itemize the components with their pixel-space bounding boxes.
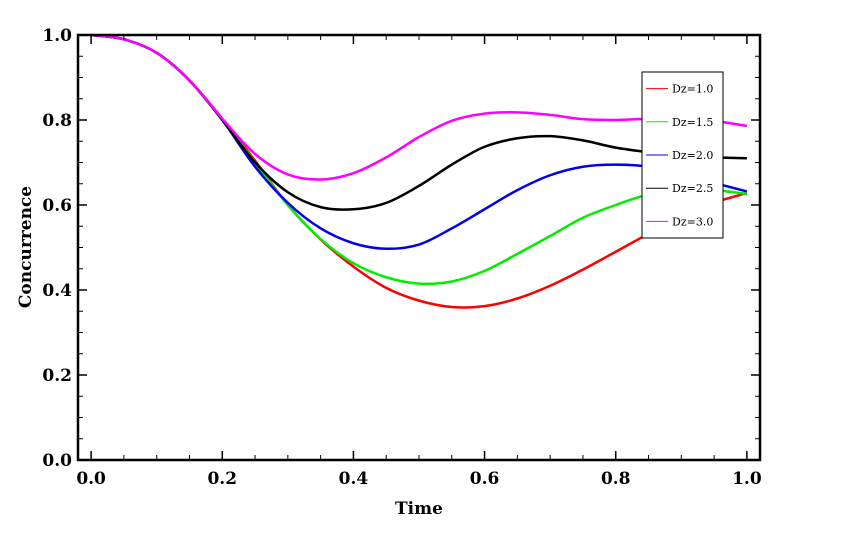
y-tick-label: 0.4 [42,281,72,301]
y-tick-label: 0.0 [42,451,72,471]
series-line [90,33,748,181]
y-tick-label: 1.0 [42,26,72,46]
legend-label: Dz=2.5 [672,182,713,195]
x-axis-title: Time [395,499,443,519]
legend: Dz=1.0 Dz=1.5 Dz=2.0 Dz=2.5 Dz=3.0 [641,71,724,239]
y-tick-label: 0.6 [42,196,72,216]
series-lines [90,33,748,309]
y-tick-label: 0.8 [42,111,72,131]
x-tick-label: 0.4 [339,469,369,489]
axis-ticks: 0.0 0.2 0.4 0.6 0.8 1.0 0.0 0.2 0.4 0.6 0.8 1.0 [42,26,761,489]
y-tick-label: 0.2 [42,366,72,386]
legend-label: Dz=1.0 [672,83,713,96]
legend-label: Dz=2.0 [672,149,713,162]
y-axis-title: Concurrence [16,186,36,308]
x-tick-label: 1.0 [732,469,762,489]
x-tick-label: 0.2 [207,469,237,489]
legend-label: Dz=1.5 [672,116,713,129]
x-tick-label: 0.8 [601,469,631,489]
x-tick-label: 0.0 [76,469,106,489]
legend-label: Dz=3.0 [672,215,713,228]
x-tick-label: 0.6 [470,469,500,489]
